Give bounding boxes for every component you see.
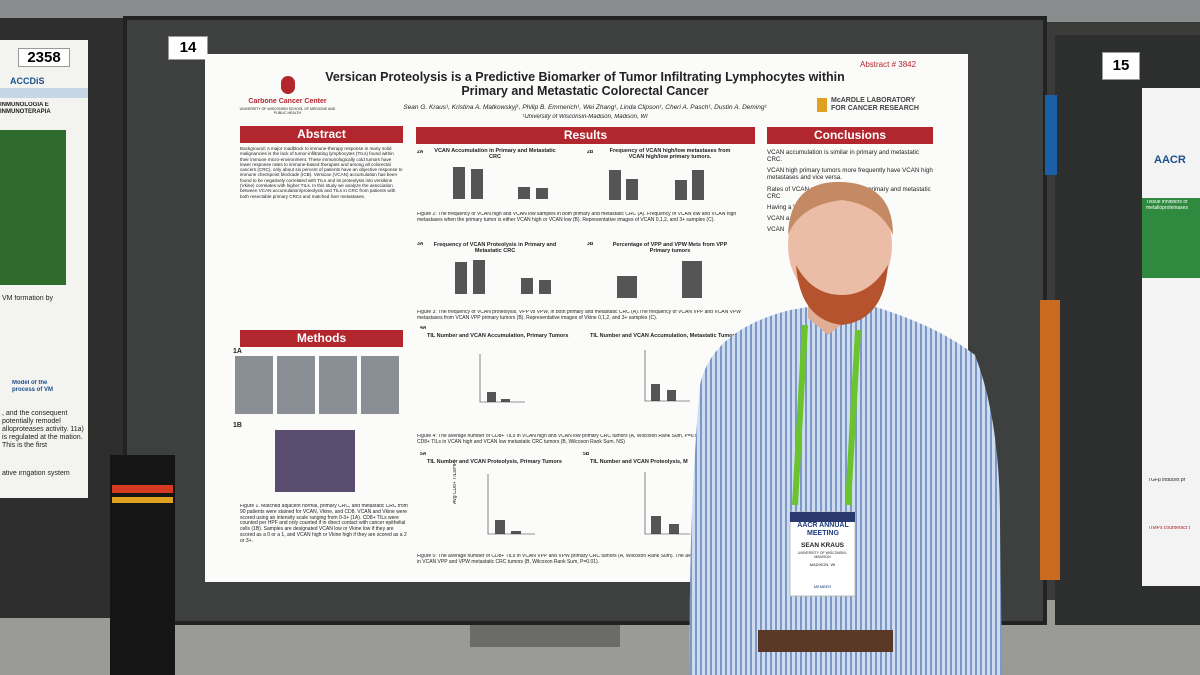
badge-role: MEMBER [813, 585, 832, 589]
logo: Carbone Cancer Center [248, 98, 327, 105]
text: VM formation by [2, 295, 53, 302]
board-number: 14 [168, 36, 208, 60]
figure-title: TIL Number and VCAN Accumulation, Metast… [590, 333, 738, 339]
badge-org: UNIVERSITY OF WISCONSIN-MADISON [797, 551, 848, 560]
right-poster: AACR Tissue inhibitors of metalloprotein… [1142, 88, 1200, 586]
board-number: 15 [1102, 52, 1140, 80]
figure-caption: Figure 4: The average number of CD8+ TIL… [417, 434, 757, 445]
figure-label: 2B [587, 150, 594, 155]
section-header: Conclusions [767, 127, 933, 144]
text: TIMPs counteract t [1148, 526, 1190, 531]
org: AACR [1154, 154, 1186, 166]
figure-title: TIL Number and VCAN Proteolysis, M [590, 459, 688, 465]
authors: Sean G. Kraus¹, Kristina A. Matkowskyj¹,… [403, 104, 767, 111]
figure-title: VCAN Accumulation in Primary and Metasta… [434, 148, 556, 161]
text: Tissue inhibitors of metalloproteinases [1146, 200, 1188, 211]
board-number: 2358 [18, 48, 70, 67]
figure-title: TIL Number and VCAN Accumulation, Primar… [427, 333, 569, 339]
figure-caption: Figure 3: The frequency of VCAN proteoly… [417, 310, 742, 321]
bullet: VCAN accumulation is similar in primary … [767, 149, 919, 164]
text: TGFβ induces pr [1148, 478, 1186, 483]
section-header: Abstract [240, 126, 403, 143]
text: Model of the process of VM [12, 380, 54, 393]
text: , and the consequent potentially remodel… [2, 410, 84, 450]
figure-label: 3B [587, 242, 594, 247]
logo-sub: UNIVERSITY OF WISCONSIN SCHOOL OF MEDICI… [239, 107, 336, 116]
bullet: Having a V [767, 203, 798, 211]
section-header: Methods [240, 330, 403, 347]
left-poster: ACCDiS INMUNOLOGÍA E INMUNOTERAPIA VM fo… [0, 40, 88, 498]
figure-label: 1B [233, 422, 242, 429]
figure-label: 5B [583, 452, 590, 457]
bullet: VCAN a [767, 214, 790, 222]
org-text: INMUNOLOGÍA E INMUNOTERAPIA [0, 102, 51, 115]
figure-title: Percentage of VPP and VPW Mets from VPP … [612, 242, 728, 255]
figure-label: 3A [417, 242, 424, 247]
text: ative irrigation system [2, 470, 70, 477]
logo: McARDLE LABORATORY FOR CANCER RESEARCH [831, 97, 919, 113]
org: ACCDiS [10, 76, 45, 86]
figure-caption: Figure 1. Matched adjacent normal, prima… [240, 504, 408, 544]
abstract-number: Abstract # 3842 [860, 60, 917, 69]
bullet: VCAN [767, 226, 785, 233]
badge-name: SEAN KRAUS [801, 542, 844, 549]
figure-title: Frequency of VCAN high/low metastases fr… [609, 148, 731, 161]
bullet: VCAN high primary tumors more frequently… [767, 167, 933, 182]
affiliation: ¹University of Wisconsin-Madison, Madiso… [522, 114, 648, 120]
badge-event: AACR ANNUAL MEETING [797, 522, 849, 538]
figure-label: 5A [420, 452, 427, 457]
figure-title: TIL Number and VCAN Proteolysis, Primary… [427, 459, 562, 465]
figure-caption: Figure 2: The frequency of VCAN high and… [417, 212, 737, 223]
figure-title: Frequency of VCAN Proteolysis in Primary… [433, 242, 557, 255]
figure-caption: Figure 5: The average number of CD8+ TIL… [417, 554, 753, 565]
figure-label: 4A [420, 326, 427, 331]
figure-label: 1A [233, 348, 242, 355]
poster-title: Versican Proteolysis is a Predictive Bio… [325, 70, 845, 99]
figure-label: 2A [417, 150, 424, 155]
section-header: Results [416, 127, 755, 144]
badge-city: MADISON, WI [809, 563, 836, 567]
abstract-text: Background: A major roadblock to immune-… [240, 146, 403, 199]
poster: Versican Proteolysis is a Predictive Bio… [205, 54, 968, 582]
